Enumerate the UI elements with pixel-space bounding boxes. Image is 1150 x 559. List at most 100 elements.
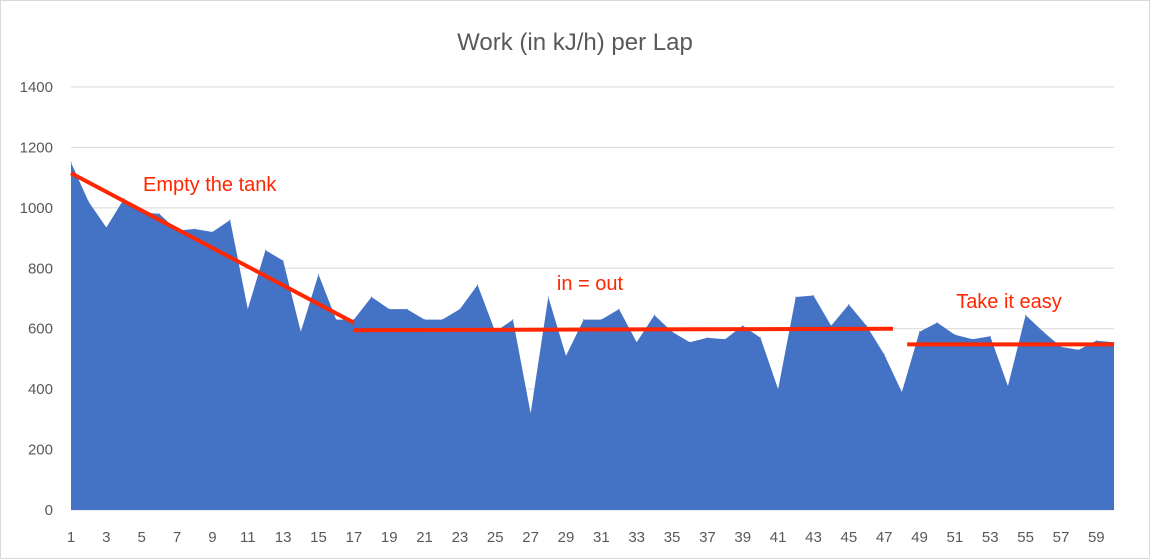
series-area: [71, 162, 1114, 511]
data-point: [742, 325, 744, 327]
x-tick-label: 19: [381, 529, 398, 546]
data-point: [530, 412, 532, 414]
annotation-line: [353, 326, 894, 333]
data-point: [1078, 349, 1080, 351]
x-tick-label: 11: [240, 529, 256, 546]
data-point: [830, 325, 832, 327]
data-point: [1060, 346, 1062, 348]
x-tick-label: 23: [452, 529, 469, 546]
data-point: [70, 162, 72, 164]
annotation-label: in = out: [557, 273, 624, 295]
data-point: [317, 273, 319, 275]
data-point: [689, 341, 691, 343]
data-point: [247, 308, 249, 310]
x-tick-label: 1: [67, 529, 75, 546]
data-point: [388, 308, 390, 310]
data-point: [848, 304, 850, 306]
y-tick-label: 600: [28, 321, 53, 338]
data-point: [1025, 314, 1027, 316]
x-tick-label: 25: [487, 529, 504, 546]
data-point: [777, 388, 779, 390]
y-tick-label: 1000: [20, 200, 53, 217]
x-tick-label: 31: [593, 529, 610, 546]
x-tick-label: 49: [911, 529, 928, 546]
data-point: [300, 331, 302, 333]
y-tick-label: 1400: [20, 79, 53, 96]
data-point: [477, 284, 479, 286]
x-tick-label: 33: [628, 529, 645, 546]
data-point: [706, 337, 708, 339]
data-area: [70, 162, 1115, 511]
data-point: [158, 213, 160, 215]
y-tick-label: 0: [45, 502, 53, 519]
x-tick-label: 7: [173, 529, 181, 546]
x-tick-label: 15: [310, 529, 327, 546]
x-tick-label: 29: [558, 529, 575, 546]
data-point: [353, 319, 355, 321]
data-point: [671, 331, 673, 333]
x-tick-label: 43: [805, 529, 822, 546]
data-point: [989, 335, 991, 337]
x-tick-label: 41: [770, 529, 787, 546]
x-tick-label: 57: [1053, 529, 1070, 546]
data-point: [335, 319, 337, 321]
data-point: [371, 296, 373, 298]
data-point: [512, 319, 514, 321]
data-point: [424, 319, 426, 321]
x-tick-label: 9: [208, 529, 216, 546]
data-point: [264, 249, 266, 251]
data-point: [547, 296, 549, 298]
data-point: [653, 314, 655, 316]
x-tick-label: 35: [664, 529, 681, 546]
data-point: [406, 308, 408, 310]
data-point: [1042, 331, 1044, 333]
x-tick-label: 45: [840, 529, 857, 546]
data-point: [954, 334, 956, 336]
x-tick-label: 5: [138, 529, 146, 546]
x-tick-label: 17: [346, 529, 363, 546]
y-tick-label: 200: [28, 442, 53, 459]
x-tick-label: 13: [275, 529, 292, 546]
annotation-label: Empty the tank: [143, 174, 277, 196]
chart-title: Work (in kJ/h) per Lap: [457, 29, 693, 56]
data-point: [724, 338, 726, 340]
data-point: [583, 319, 585, 321]
data-point: [795, 296, 797, 298]
data-point: [759, 337, 761, 339]
annotations: Empty the tank in = out Take it easy: [70, 171, 1114, 347]
data-point: [211, 231, 213, 233]
data-point: [812, 294, 814, 296]
data-point: [919, 331, 921, 333]
data-point: [459, 308, 461, 310]
y-tick-label: 800: [28, 260, 53, 277]
data-point: [1007, 385, 1009, 387]
y-tick-label: 400: [28, 381, 53, 398]
x-tick-label: 39: [734, 529, 751, 546]
data-point: [936, 322, 938, 324]
x-tick-label: 21: [416, 529, 433, 546]
data-point: [88, 201, 90, 203]
data-point: [636, 341, 638, 343]
annotation-label: Take it easy: [956, 291, 1062, 313]
y-axis-ticks: 0 200 400 600 800 1000 1200 1400: [20, 79, 53, 519]
x-tick-label: 59: [1088, 529, 1105, 546]
data-point: [1095, 340, 1097, 342]
data-point: [866, 325, 868, 327]
data-point: [600, 319, 602, 321]
data-point: [194, 228, 196, 230]
x-tick-label: 47: [876, 529, 893, 546]
data-point: [972, 338, 974, 340]
x-tick-label: 53: [982, 529, 999, 546]
y-tick-label: 1200: [20, 139, 53, 156]
data-point: [618, 308, 620, 310]
x-tick-label: 51: [947, 529, 964, 546]
data-point: [105, 226, 107, 228]
annotation-line: [70, 171, 355, 325]
data-point: [229, 219, 231, 221]
data-point: [883, 353, 885, 355]
x-tick-label: 37: [699, 529, 716, 546]
data-point: [282, 260, 284, 262]
data-point: [565, 355, 567, 357]
